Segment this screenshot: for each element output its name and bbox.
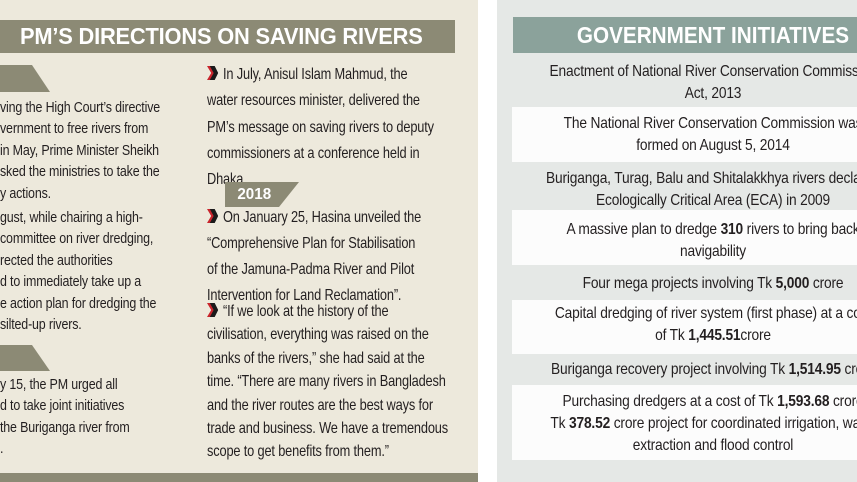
initiative-line: Capital dredging of river system (first … <box>554 305 857 322</box>
year-badge-cutoff-bottom <box>0 345 50 371</box>
initiative-line: of Tk 1,445.51crore <box>655 326 771 344</box>
initiative-row: Buriganga recovery project involving Tk … <box>512 355 857 383</box>
paragraph-text: “If we look at the history of the civili… <box>207 303 448 461</box>
year-badge-cutoff-top <box>0 65 50 92</box>
initiative-line: The National River Conservation Commissi… <box>563 115 857 132</box>
initiative-line: Act, 2013 <box>684 84 742 102</box>
pm-paragraph-3: y 15, the PM urged all d to take joint i… <box>0 376 130 458</box>
initiative-line: Ecologically Critical Area (ECA) in 2009 <box>595 191 831 209</box>
paragraph-text: In July, Anisul Islam Mahmud, the water … <box>207 66 434 189</box>
pm-paragraph-1: ving the High Court’s directive vernment… <box>0 99 161 202</box>
pm-paragraph-quote: “If we look at the history of the civili… <box>207 300 463 464</box>
pm-paragraph-july: In July, Anisul Islam Mahmud, the water … <box>207 62 463 193</box>
bullet-arrow-icon <box>207 303 219 317</box>
initiative-line: Buriganga recovery project involving Tk … <box>551 361 857 378</box>
next-section-bar-cutoff <box>0 473 478 482</box>
initiative-line: Tk 378.52 crore project for coordinated … <box>550 414 857 432</box>
pm-directions-header-bar: PM’S DIRECTIONS ON SAVING RIVERS <box>0 20 455 53</box>
initiative-row: The National River Conservation Commissi… <box>512 107 857 162</box>
government-initiatives-title: GOVERNMENT INITIATIVES <box>576 22 850 48</box>
initiative-line: Four mega projects involving Tk 5,000 cr… <box>582 275 844 292</box>
year-badge-label: 2018 <box>237 186 272 203</box>
initiative-row: Enactment of National River Conservation… <box>512 58 857 104</box>
year-badge-2018: 2018 <box>225 182 299 207</box>
paragraph-text: On January 25, Hasina unveiled the “Comp… <box>207 209 422 304</box>
initiative-line: A massive plan to dredge 310 rivers to b… <box>566 221 857 238</box>
initiative-row: Four mega projects involving Tk 5,000 cr… <box>512 268 857 298</box>
initiative-line: formed on August 5, 2014 <box>636 136 790 154</box>
initiative-row: Buriganga, Turag, Balu and Shitalakkhya … <box>512 164 857 210</box>
initiative-line: Buriganga, Turag, Balu and Shitalakkhya … <box>545 170 857 187</box>
government-initiatives-header-bar: GOVERNMENT INITIATIVES <box>513 17 857 53</box>
initiative-row: Capital dredging of river system (first … <box>512 300 857 354</box>
pm-paragraph-2: gust, while chairing a high- committee o… <box>0 209 157 334</box>
bullet-arrow-icon <box>207 66 219 80</box>
initiative-row: A massive plan to dredge 310 rivers to b… <box>512 210 857 265</box>
initiative-row: Purchasing dredgers at a cost of Tk 1,59… <box>512 385 857 460</box>
pm-directions-panel: PM’S DIRECTIONS ON SAVING RIVERS ving th… <box>0 0 478 482</box>
initiative-line: navigability <box>679 242 747 260</box>
initiative-line: Purchasing dredgers at a cost of Tk 1,59… <box>562 393 857 410</box>
pm-directions-title: PM’S DIRECTIONS ON SAVING RIVERS <box>19 23 423 49</box>
initiative-line: extraction and flood control <box>632 436 794 454</box>
initiative-line: Enactment of National River Conservation… <box>549 63 857 80</box>
pm-paragraph-january: On January 25, Hasina unveiled the “Comp… <box>207 205 463 309</box>
bullet-arrow-icon <box>207 209 219 223</box>
